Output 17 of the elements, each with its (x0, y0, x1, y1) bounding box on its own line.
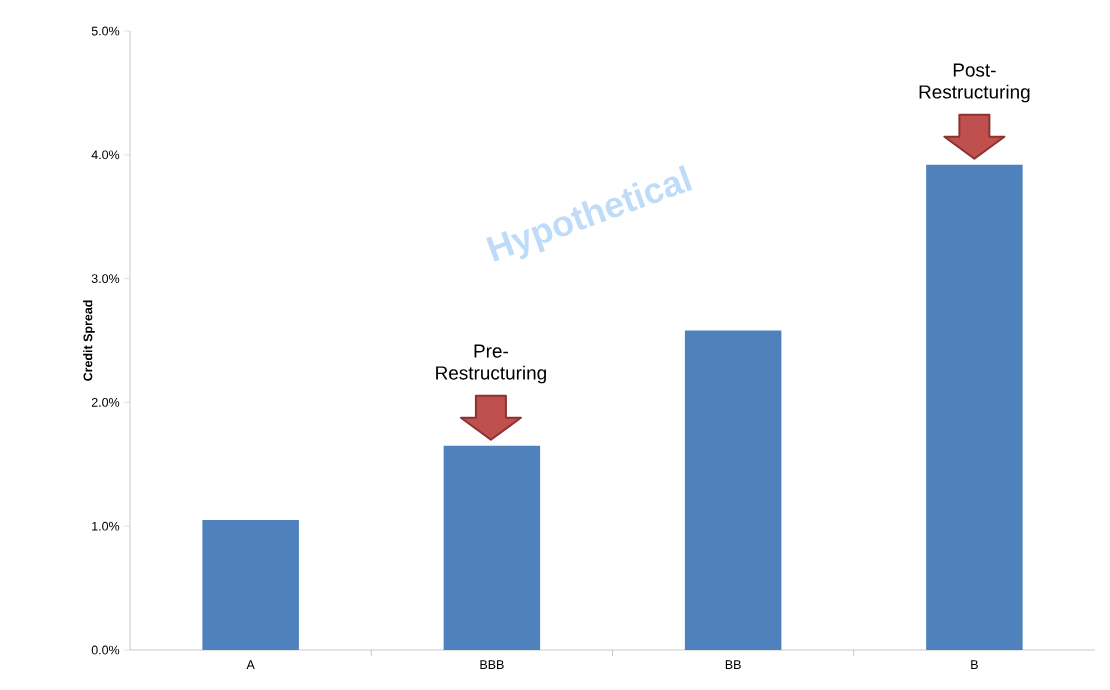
x-tick-label: BBB (480, 660, 504, 669)
y-axis-title: Credit Spread (83, 300, 95, 381)
x-tick-label: B (971, 660, 978, 669)
bar (684, 330, 782, 650)
annotation: Pre-Restructuring (436, 344, 546, 384)
x-tick-label: A (246, 660, 255, 669)
bar (202, 520, 299, 650)
y-tick-label: 2.0% (91, 398, 120, 407)
bar (926, 164, 1023, 650)
y-tick-label: 5.0% (91, 26, 120, 36)
y-tick-label: 0.0% (91, 645, 120, 655)
y-tick-label: 4.0% (91, 150, 120, 160)
annotation: Post-Restructuring (919, 63, 1030, 103)
y-tick-label: 1.0% (92, 521, 120, 531)
bar (443, 445, 541, 650)
x-tick-label: BB (725, 660, 741, 669)
y-tick-label: 3.0% (91, 274, 120, 284)
